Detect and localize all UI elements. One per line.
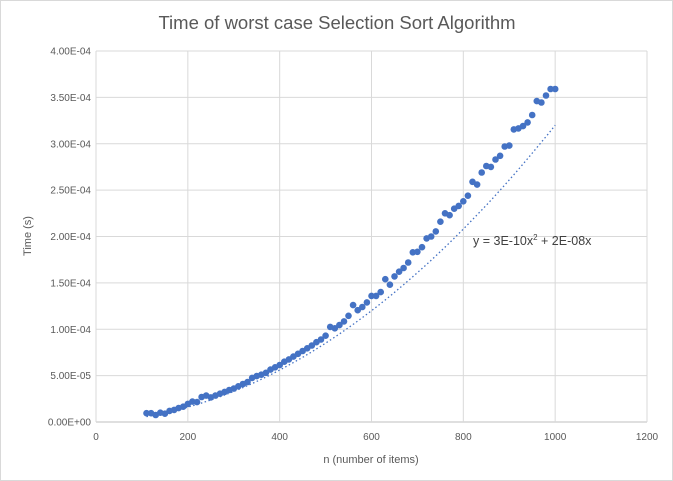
data-point [437, 218, 444, 225]
data-point [349, 301, 357, 309]
data-point [400, 264, 407, 272]
trendline-path [146, 124, 556, 418]
trendline-equation-exponent: 2 [533, 233, 538, 242]
y-tick-labels: 0.00E+00 5.00E-05 1.00E-04 1.50E-04 2.00E-04… [48, 47, 92, 429]
data-point [331, 325, 339, 332]
data-point [262, 369, 270, 377]
data-point [395, 268, 403, 276]
data-point [524, 119, 531, 126]
data-point [542, 92, 550, 99]
data-point [359, 303, 366, 311]
data-point [492, 156, 499, 163]
data-point [363, 299, 371, 306]
x-tick-label: 400 [271, 432, 288, 443]
x-tick-label: 600 [363, 432, 380, 443]
y-tick-label: 2.50E-04 [50, 186, 91, 197]
data-point [547, 85, 554, 93]
x-tick-label: 200 [179, 432, 196, 443]
data-points [143, 85, 559, 419]
data-point [308, 342, 316, 349]
x-axis-label: n (number of items) [323, 454, 418, 466]
x-tick-label: 1200 [636, 432, 659, 443]
data-point [427, 233, 435, 240]
data-point [345, 312, 352, 320]
data-point [487, 163, 495, 171]
y-tick-label: 5.00E-05 [50, 371, 91, 382]
data-point [317, 336, 325, 343]
data-point [496, 152, 504, 160]
data-point [551, 85, 559, 93]
y-tick-label: 2.00E-04 [50, 232, 91, 243]
data-point [473, 181, 481, 188]
data-point [414, 248, 421, 256]
trendline-equation-suffix: + 2E-08x [538, 234, 593, 248]
data-point [464, 192, 472, 199]
y-tick-label: 3.00E-04 [50, 139, 91, 150]
data-point [432, 228, 440, 235]
data-point [368, 292, 375, 300]
y-tick-label: 1.00E-04 [50, 325, 91, 336]
x-tick-label: 800 [455, 432, 472, 443]
data-point [322, 332, 329, 340]
data-point [193, 398, 201, 406]
data-point [455, 202, 463, 210]
trendline-equation-prefix: y = 3E-10x [473, 234, 534, 248]
data-point [478, 169, 486, 176]
grid [95, 50, 648, 423]
data-point [404, 259, 412, 266]
data-point [519, 122, 527, 130]
data-point [538, 99, 545, 106]
data-point [446, 211, 453, 219]
data-point [391, 273, 398, 280]
data-point [506, 142, 513, 149]
trendline-equation: y = 3E-10x2 + 2E-08x [473, 233, 592, 248]
data-point [386, 281, 394, 289]
x-tick-label: 1000 [544, 432, 567, 443]
data-point [340, 318, 348, 325]
data-point [336, 321, 343, 329]
x-tick-labels: 0 200 400 600 800 1000 1200 [93, 432, 658, 443]
data-point [418, 243, 426, 251]
y-tick-label: 1.50E-04 [50, 278, 91, 289]
x-tick-label: 0 [93, 432, 99, 443]
data-point [528, 111, 536, 119]
data-point [354, 306, 362, 314]
data-point [276, 361, 284, 369]
y-tick-label: 4.00E-04 [50, 47, 91, 58]
data-point [143, 409, 150, 417]
y-axis-label: Time (s) [22, 216, 34, 256]
trendline [146, 124, 556, 418]
data-point [244, 378, 251, 386]
chart-title: Time of worst case Selection Sort Algori… [158, 12, 515, 33]
y-tick-label: 3.50E-04 [50, 93, 91, 104]
data-point [377, 288, 385, 296]
data-point [382, 275, 389, 283]
data-point [372, 292, 380, 300]
y-tick-label: 0.00E+00 [48, 418, 92, 429]
data-point [460, 198, 467, 205]
